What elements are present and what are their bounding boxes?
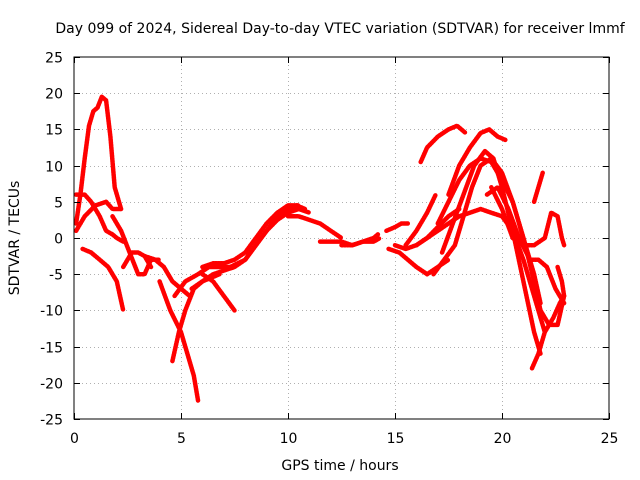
data-traces <box>73 94 567 404</box>
x-tick-label: 0 <box>70 431 79 447</box>
series-track-10 <box>172 203 308 299</box>
series-track-29 <box>529 293 567 371</box>
x-tick-label: 5 <box>177 431 186 447</box>
y-tick-label: 10 <box>45 160 63 176</box>
x-tick-label: 25 <box>601 431 619 447</box>
y-tick-label: -5 <box>49 268 63 284</box>
series-track-04 <box>80 246 126 313</box>
x-tick-label: 15 <box>387 431 405 447</box>
y-tick-label: -15 <box>40 341 63 357</box>
y-tick-label: 0 <box>54 232 63 248</box>
series-track-08 <box>157 279 201 404</box>
series-track-17 <box>384 221 411 234</box>
series-track-14 <box>285 214 344 241</box>
series-track-28 <box>489 185 548 248</box>
y-tick-label: -25 <box>40 413 63 429</box>
series-track-32 <box>555 264 567 299</box>
series-track-18 <box>386 246 451 277</box>
series-track-21 <box>403 192 438 248</box>
y-axis-label: SDTVAR / TECUs <box>7 181 23 296</box>
x-axis-label: GPS time / hours <box>281 458 398 474</box>
y-tick-label: -20 <box>40 377 63 393</box>
y-tick-label: 5 <box>54 196 63 212</box>
series-track-03 <box>73 199 124 234</box>
series-track-16 <box>339 232 381 248</box>
y-tick-label: 15 <box>45 123 63 139</box>
series-track-20 <box>414 206 548 335</box>
series-track-27 <box>484 185 567 306</box>
x-tick-label: 10 <box>280 431 298 447</box>
series-track-06 <box>120 250 154 270</box>
x-tick-label: 20 <box>494 431 512 447</box>
series-track-22 <box>418 123 468 165</box>
series-track-02 <box>73 192 126 244</box>
series-track-13 <box>200 271 237 313</box>
series-track-12 <box>200 203 301 270</box>
y-tick-label: 20 <box>45 87 63 103</box>
series-track-26 <box>446 127 509 197</box>
y-tick-label: -10 <box>40 304 63 320</box>
grid <box>74 57 609 419</box>
series-track-11 <box>189 206 312 291</box>
series-track-31 <box>542 210 567 248</box>
series-track-30 <box>531 170 545 205</box>
series-track-07 <box>142 253 192 299</box>
series-track-01 <box>73 94 124 226</box>
axis-ticks: 0 5 10 15 20 25 -25 -20 -15 -10 -5 0 5 10 15 20 25 <box>40 51 618 448</box>
chart-title: Day 099 of 2024, Sidereal Day-to-day VTE… <box>55 21 625 37</box>
y-tick-label: 25 <box>45 51 63 67</box>
